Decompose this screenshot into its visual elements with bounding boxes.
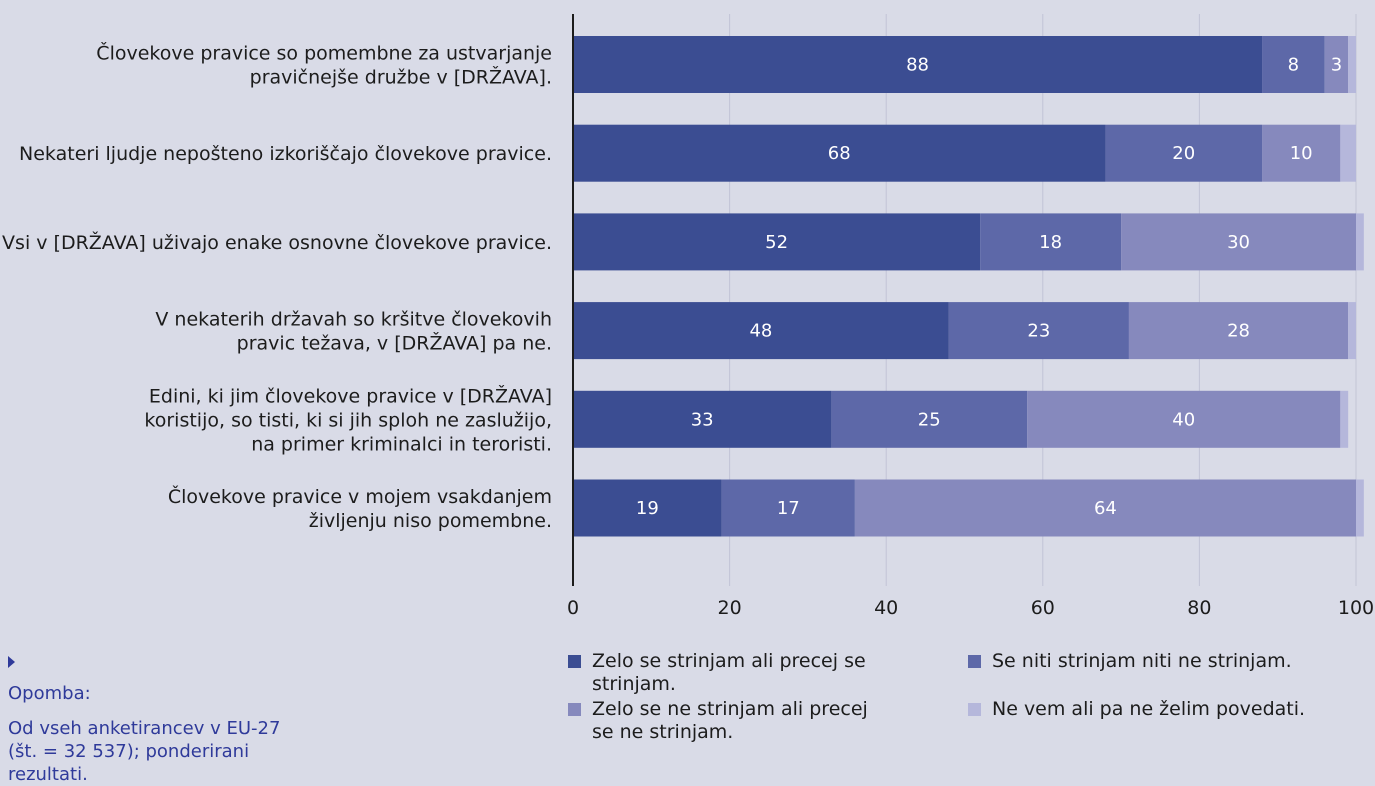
x-tick-label: 0 [567,597,579,619]
data-label: 52 [765,232,788,253]
legend-label-neutral: Se niti strinjam niti ne strinjam. [992,650,1292,672]
legend-item-neutral: Se niti strinjam niti ne strinjam. [968,650,1358,696]
bar-segment [1027,390,1341,448]
legend-item-agree: Zelo se strinjam ali precej se strinjam. [568,650,968,696]
bar-segment [1262,36,1325,93]
data-label: 20 [1172,143,1195,164]
legend-item-disagree: Zelo se ne strinjam ali precej se ne str… [568,698,968,744]
category-label: Človekove pravice so pomembne za ustvarj… [96,41,552,65]
category-label: življenju niso pomembne. [309,510,552,532]
bar-segment [573,124,1106,182]
data-label: 25 [918,409,941,430]
legend-item-dont-know: Ne vem ali pa ne želim povedati. [968,698,1358,744]
category-label: Človekove pravice v mojem vsakdanjem [168,484,552,508]
bar-segment [1262,124,1341,182]
data-label: 28 [1227,321,1250,342]
x-tick-label: 40 [874,597,898,619]
x-tick-label: 80 [1187,597,1211,619]
bar-segment [1340,390,1349,448]
footnote: Opomba: Od vseh anketirancev v EU-27 (št… [8,650,328,786]
data-label: 68 [828,143,851,164]
bar-segment [1340,124,1356,182]
bar-segment [980,213,1122,271]
x-tick-label: 20 [718,597,742,619]
x-tick-label: 100 [1338,597,1374,619]
data-label: 19 [636,498,659,519]
bar-segment [1356,479,1364,537]
data-label: 23 [1027,321,1050,342]
bar-segment [573,36,1263,93]
category-label: pravičnejše družbe v [DRŽAVA]. [250,66,552,89]
footnote-body: Od vseh anketirancev v EU-27 (št. = 32 5… [8,717,328,786]
footnote-line: (št. = 32 537); ponderirani rezultati. [8,741,250,785]
category-label: koristijo, so tisti, ki si jih sploh ne … [144,409,552,431]
bar-segment [1128,302,1349,360]
legend-swatch-neutral [968,655,981,668]
legend-label-agree: Zelo se strinjam ali precej se strinjam. [592,650,866,695]
category-label: pravic težava, v [DRŽAVA] pa ne. [237,332,552,355]
bar-segment [573,302,949,360]
bar-segment [1356,213,1364,271]
category-label: Vsi v [DRŽAVA] uživajo enake osnovne člo… [2,231,552,254]
bar-segment [1348,302,1356,360]
data-label: 8 [1288,55,1299,76]
legend-swatch-agree [568,655,581,668]
footnote-line: Od vseh anketirancev v EU-27 [8,718,281,739]
bar-segment [721,479,855,537]
legend-label-dont-know: Ne vem ali pa ne želim povedati. [992,698,1306,720]
category-label: V nekaterih državah so kršitve človekovi… [155,309,552,331]
bar-segment [854,479,1356,537]
bar-segment [1324,36,1349,93]
chart-legend: Zelo se strinjam ali precej se strinjam.… [568,650,1358,744]
footnote-title: Opomba: [8,683,91,704]
category-label: Edini, ki jim človekove pravice v [DRŽAV… [149,384,552,407]
bar-segment [1348,36,1356,93]
category-label: na primer kriminalci in teroristi. [251,433,552,455]
bar-segment [573,479,722,537]
data-label: 18 [1039,232,1062,253]
bar-segment [831,390,1028,448]
category-label: Nekateri ljudje nepošteno izkoriščajo čl… [19,143,552,165]
bar-segment [573,390,832,448]
bar-segment [948,302,1129,360]
bar-segment [1121,213,1356,271]
bar-segment [1105,124,1263,182]
legend-swatch-disagree [568,703,581,716]
data-label: 17 [777,498,800,519]
triangle-right-icon [8,656,15,668]
bar-segment [573,213,981,271]
data-label: 64 [1094,498,1117,519]
data-label: 33 [691,409,714,430]
data-label: 30 [1227,232,1250,253]
legend-swatch-dont-know [968,703,981,716]
data-label: 88 [906,55,929,76]
x-tick-label: 60 [1031,597,1055,619]
data-label: 48 [749,321,772,342]
data-label: 3 [1331,55,1342,76]
data-label: 10 [1290,143,1313,164]
data-label: 40 [1172,409,1195,430]
legend-label-disagree: Zelo se ne strinjam ali precej se ne str… [592,698,868,743]
